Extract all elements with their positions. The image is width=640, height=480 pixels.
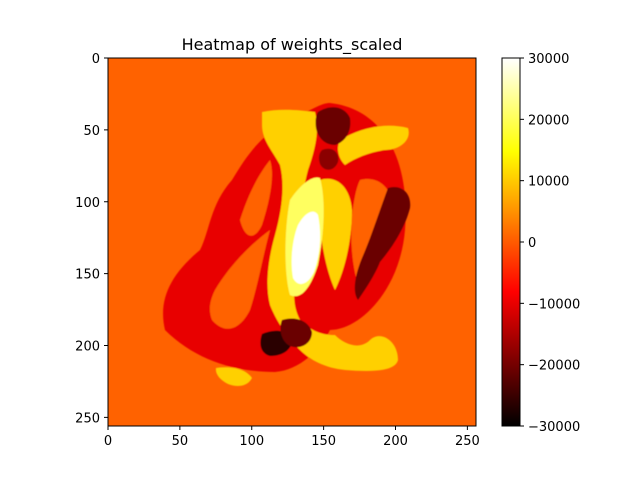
colorbar-tick-label: 20000	[528, 113, 569, 128]
colorbar-tick-label: −30000	[528, 420, 580, 435]
colorbar-tick-label: 0	[528, 236, 536, 251]
y-tick-label: 100	[75, 196, 100, 211]
chart-title: Heatmap of weights_scaled	[182, 35, 403, 55]
region-dark-lower-streak	[280, 318, 312, 348]
x-tick-label: 200	[383, 434, 408, 449]
x-tick-label: 150	[311, 434, 336, 449]
colorbar-gradient	[502, 58, 520, 426]
y-tick-label: 250	[75, 411, 100, 426]
colorbar-tick-label: 10000	[528, 175, 569, 190]
y-tick-label: 0	[92, 52, 100, 67]
y-tick-label: 50	[83, 124, 100, 139]
x-tick-label: 100	[239, 434, 264, 449]
region-orange-hole-3	[240, 160, 273, 236]
region-inner-yellow-band	[262, 109, 398, 371]
colorbar-tick-label: −20000	[528, 359, 580, 374]
region-lower-yellow-arc	[215, 367, 252, 386]
region-dark-right-band	[354, 186, 411, 300]
y-tick-label: 200	[75, 340, 100, 355]
x-tick-label: 250	[455, 434, 480, 449]
x-tick-label: 0	[104, 434, 112, 449]
region-dark-mid-blob	[318, 148, 339, 170]
y-tick-label: 150	[75, 268, 100, 283]
x-tick-label: 50	[172, 434, 189, 449]
colorbar: 30000 20000 10000 0 −10000 −20000 −30000	[501, 52, 580, 435]
region-mid-yellow	[318, 178, 352, 290]
region-dark-upper-blob	[315, 107, 351, 145]
region-orange-hole-1	[209, 230, 270, 329]
region-central-white-core	[291, 211, 321, 284]
colorbar-tick-label: −10000	[528, 297, 580, 312]
colorbar-ticks: 30000 20000 10000 0 −10000 −20000 −30000	[520, 52, 580, 435]
plot-frame	[107, 57, 477, 427]
x-axis: 0 50 100 150 200 250	[104, 426, 480, 449]
region-upper-yellow-arc	[337, 125, 409, 165]
y-axis: 0 50 100 150 200 250	[75, 52, 108, 426]
heatmap-image	[108, 58, 476, 426]
colorbar-tick-label: 30000	[528, 52, 569, 67]
